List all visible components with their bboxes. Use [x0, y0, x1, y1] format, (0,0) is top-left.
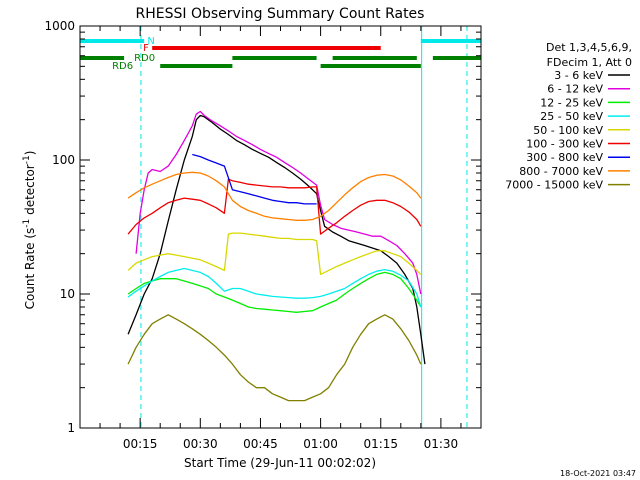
y-tick-label-2: 100 — [52, 153, 75, 167]
plot-background — [80, 26, 481, 428]
x-tick-label-2: 00:45 — [243, 437, 278, 451]
legend: Det 1,3,4,5,6,9, FDecim 1, Att 0 3 - 6 k… — [505, 41, 632, 192]
legend-entry-label-1: 6 - 12 keV — [547, 83, 603, 96]
flag-label-0: N — [147, 36, 154, 47]
series-line-3 — [127, 267, 422, 308]
y-axis-label-sup1: -1 — [22, 219, 32, 228]
timestamp: 18-Oct-2021 03:47 — [560, 469, 636, 478]
series-line-5 — [127, 178, 422, 235]
flag-label-1: F — [143, 43, 149, 54]
legend-entry-label-0: 3 - 6 keV — [554, 69, 603, 82]
series-line-2 — [127, 271, 422, 313]
flag-label-2: RD0 — [134, 53, 155, 64]
legend-header-line-1: Det 1,3,4,5,6,9, — [546, 41, 632, 54]
flag-label-3: RD6 — [112, 61, 133, 72]
x-tick-label-4: 01:15 — [363, 437, 398, 451]
series-line-0 — [127, 114, 426, 365]
x-tick-label-1: 00:30 — [183, 437, 218, 451]
legend-entry-label-8: 7000 - 15000 keV — [505, 179, 603, 192]
series-lines — [127, 110, 426, 402]
y-axis-label-mid: detector — [23, 164, 37, 219]
y-axis-label-prefix: Count Rate (s — [23, 228, 37, 310]
series-line-8 — [127, 314, 422, 402]
series-line-7 — [127, 171, 422, 221]
legend-entry-label-4: 50 - 100 keV — [533, 124, 603, 137]
y-tick-label-3: 1000 — [44, 19, 75, 33]
x-axis-label: Start Time (29-Jun-11 00:02:02) — [184, 456, 376, 470]
y-axis-label-sup2: -1 — [22, 155, 32, 164]
series-line-6 — [192, 153, 317, 205]
legend-header-line-2: FDecim 1, Att 0 — [547, 56, 632, 69]
x-tick-label-0: 00:15 — [123, 437, 158, 451]
y-axis-label-suffix: ) — [23, 151, 37, 156]
x-tick-label-3: 01:00 — [303, 437, 338, 451]
plot-area — [80, 26, 481, 428]
y-tick-label-1: 10 — [60, 287, 75, 301]
series-line-4 — [127, 232, 422, 276]
y-tick-label-0: 1 — [67, 421, 75, 435]
series-line-1 — [135, 110, 422, 295]
legend-entry-label-2: 12 - 25 keV — [540, 96, 603, 109]
legend-entry-label-6: 300 - 800 keV — [526, 151, 603, 164]
x-tick-label-5: 01:30 — [424, 437, 459, 451]
legend-entry-label-5: 100 - 300 keV — [526, 138, 603, 151]
legend-entry-label-7: 800 - 7000 keV — [519, 165, 603, 178]
chart-title: RHESSI Observing Summary Count Rates — [136, 6, 425, 22]
y-axis-label: Count Rate (s-1 detector-1) — [22, 151, 37, 310]
legend-entry-label-3: 25 - 50 keV — [540, 110, 603, 123]
axes: 1 10 100 1000 00:15 00:30 00:45 01:00 01:15 01:30 — [44, 19, 482, 451]
